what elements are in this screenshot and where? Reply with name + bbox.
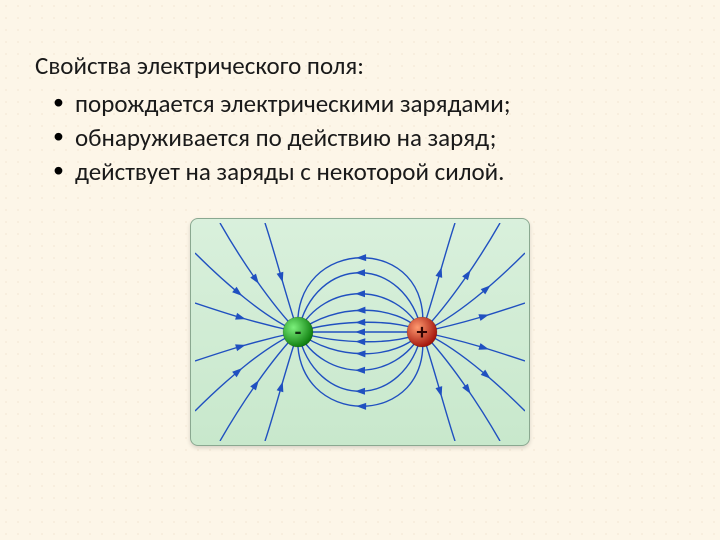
- list-item: действует на заряды с некоторой силой.: [53, 155, 685, 189]
- page-title: Свойства электрического поля:: [35, 50, 685, 81]
- list-item: порождается электрическими зарядами;: [53, 87, 685, 121]
- bullet-list: порождается электрическими зарядами; обн…: [53, 87, 685, 188]
- svg-text:+: +: [417, 318, 428, 345]
- electric-field-svg: -+: [195, 223, 525, 441]
- svg-text:-: -: [295, 318, 302, 345]
- field-diagram: -+: [190, 218, 530, 446]
- list-item: обнаруживается по действию на заряд;: [53, 121, 685, 155]
